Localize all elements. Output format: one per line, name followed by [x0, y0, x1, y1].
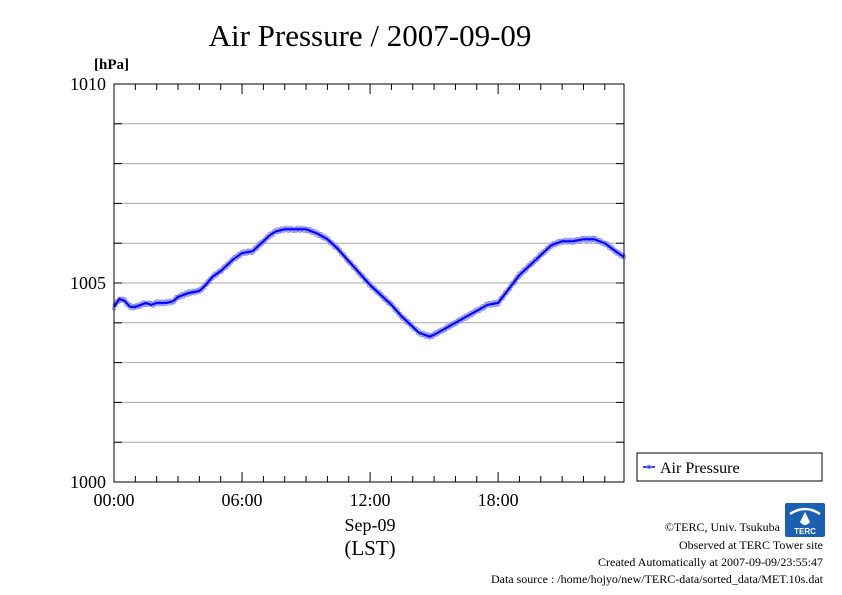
- droplet-icon: [800, 512, 810, 525]
- series-line-air-pressure: [113, 228, 625, 338]
- y-tick-label: 1000: [70, 472, 106, 492]
- x-tick-label: 00:00: [93, 490, 134, 510]
- data-point-marker: [415, 328, 420, 334]
- series-layer: [111, 225, 627, 340]
- legend-marker-swatch: [646, 464, 652, 470]
- x-axis-timezone-label: (LST): [344, 536, 395, 560]
- observed-at-text: Observed at TERC Tower site: [679, 538, 823, 552]
- logo-text: TERC: [794, 527, 816, 536]
- copyright-text: ©TERC, Univ. Tsukuba: [665, 520, 781, 534]
- x-tick-label: 06:00: [222, 490, 263, 510]
- logo-arc: [789, 507, 821, 516]
- x-axis-tick-labels: 00:00 06:00 12:00 18:00: [93, 490, 518, 510]
- legend-box: [636, 452, 823, 482]
- chart-title: Air Pressure / 2007-09-09: [209, 18, 532, 53]
- y-tick-label: 1005: [70, 273, 106, 293]
- legend-label: Air Pressure: [660, 460, 740, 477]
- axis-ticks: [113, 83, 624, 483]
- x-tick-label: 18:00: [478, 490, 519, 510]
- created-at-text: Created Automatically at 2007-09-09/23:5…: [598, 555, 823, 569]
- legend: Air Pressure: [636, 452, 823, 482]
- data-source-text: Data source : /home/hojyo/new/TERC-data/…: [491, 572, 824, 586]
- y-axis-tick-labels: 1000 1005 1010: [70, 74, 106, 492]
- x-axis-date-label: Sep-09: [345, 515, 396, 535]
- terc-logo: TERC: [785, 503, 825, 537]
- y-tick-label: 1010: [70, 74, 106, 94]
- x-tick-label: 12:00: [350, 490, 391, 510]
- y-axis-unit-label: [hPa]: [94, 57, 129, 73]
